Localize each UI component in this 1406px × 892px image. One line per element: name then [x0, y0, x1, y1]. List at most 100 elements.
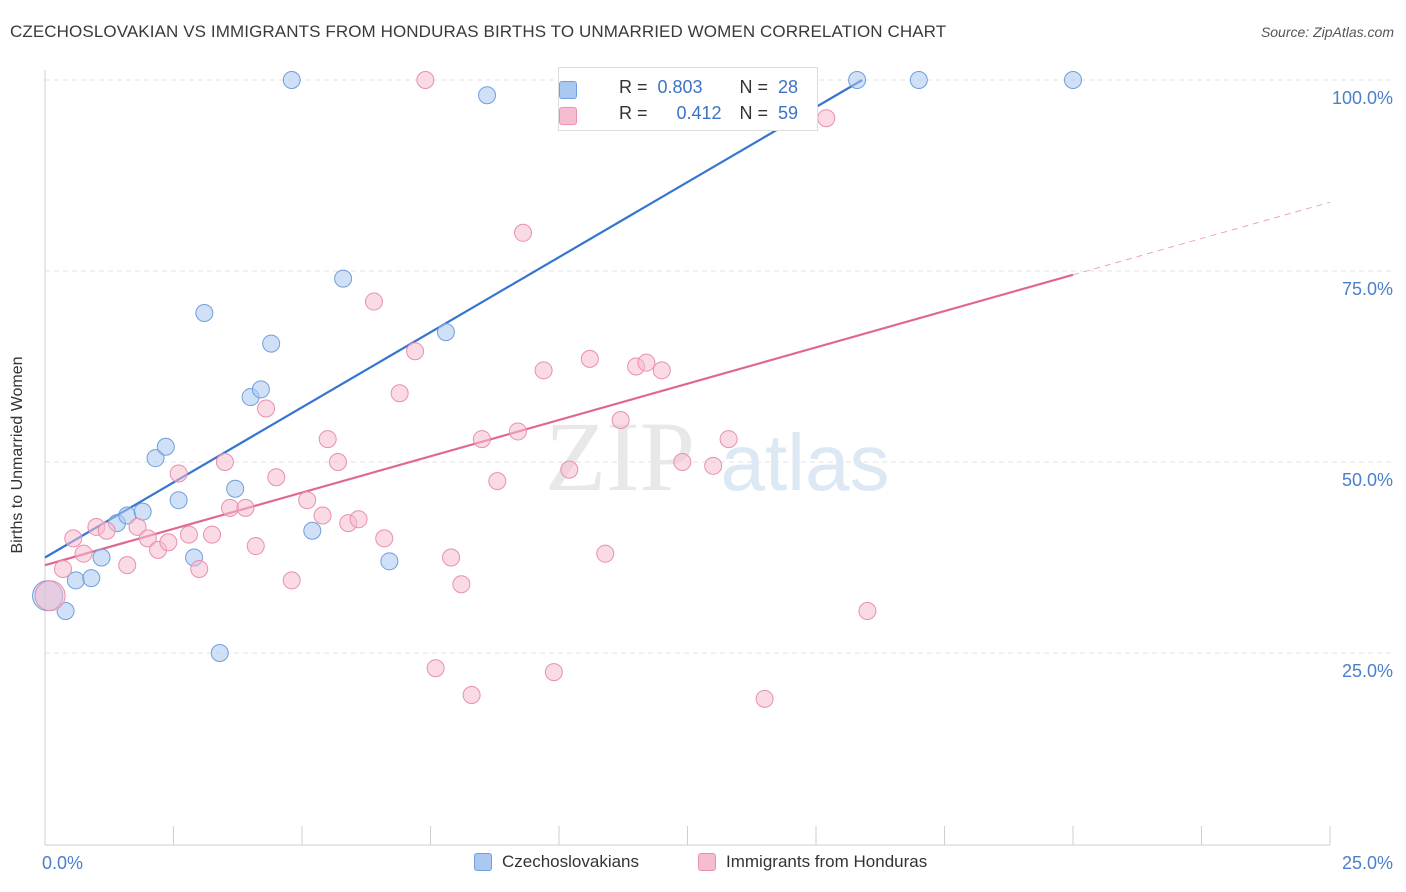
- point-czechoslovakians: [282, 71, 301, 89]
- point-czechoslovakians: [478, 86, 497, 105]
- point-honduras: [534, 361, 553, 380]
- point-honduras: [719, 430, 738, 449]
- stats-row-honduras: R = 0.412 N = 59: [559, 101, 798, 125]
- legend-item-honduras[interactable]: Immigrants from Honduras: [698, 852, 927, 872]
- point-czechoslovakians: [146, 449, 165, 468]
- point-honduras: [203, 525, 222, 544]
- point-czechoslovakians: [303, 521, 322, 540]
- point-czechoslovakians: [226, 479, 245, 498]
- x-tick-label: 25.0%: [1342, 853, 1393, 873]
- point-czechoslovakians: [1064, 71, 1082, 89]
- point-honduras: [375, 529, 394, 548]
- point-honduras: [426, 659, 445, 678]
- point-czechoslovakians: [380, 552, 399, 571]
- point-honduras: [169, 464, 188, 483]
- point-honduras: [179, 525, 198, 544]
- legend-label: Czechoslovakians: [502, 852, 640, 871]
- point-czechoslovakians: [56, 601, 75, 620]
- point-honduras: [97, 521, 116, 540]
- trend-line-honduras: [44, 273, 1074, 567]
- x-tick-label: 0.0%: [42, 853, 83, 873]
- point-honduras: [442, 548, 461, 567]
- point-honduras: [508, 422, 527, 441]
- legend-swatch-blue: [474, 853, 492, 871]
- stats-n-label: N =: [739, 102, 769, 123]
- point-honduras: [637, 353, 656, 372]
- source-note: Source: ZipAtlas.com: [1260, 24, 1394, 40]
- axes: [44, 70, 1331, 846]
- trend-line-honduras-extension: [1072, 201, 1331, 276]
- point-honduras: [328, 453, 347, 471]
- point-honduras: [64, 529, 83, 548]
- point-honduras: [313, 506, 332, 525]
- legend-label: Immigrants from Honduras: [726, 852, 928, 871]
- y-tick-label: 25.0%: [1342, 661, 1393, 681]
- point-honduras: [267, 468, 286, 487]
- point-honduras: [416, 71, 435, 89]
- point-honduras: [128, 517, 147, 536]
- point-czechoslovakians: [92, 548, 111, 567]
- y-tick-label: 50.0%: [1342, 470, 1393, 490]
- point-honduras: [462, 686, 481, 705]
- stats-n-label: N =: [739, 76, 769, 97]
- y-axis-label: Births to Unmarried Women: [9, 356, 26, 554]
- point-czechoslovakians: [210, 644, 229, 662]
- point-honduras: [560, 460, 579, 479]
- stats-n-value: 28: [778, 76, 799, 97]
- point-czechoslovakians: [262, 334, 281, 353]
- stats-r-value: 0.412: [676, 102, 722, 123]
- data-points: [32, 71, 1082, 708]
- point-honduras: [544, 663, 563, 682]
- point-czechoslovakians: [156, 437, 175, 456]
- point-honduras: [390, 384, 409, 403]
- stats-r-label: R =: [619, 102, 648, 123]
- grid-lines: [45, 79, 1395, 654]
- point-honduras: [364, 292, 383, 311]
- point-honduras: [298, 491, 317, 510]
- watermark: ZIP atlas: [545, 401, 889, 512]
- point-honduras: [349, 510, 368, 529]
- point-czechoslovakians: [848, 71, 867, 89]
- point-honduras: [673, 453, 692, 471]
- point-honduras: [221, 498, 240, 517]
- point-czechoslovakians: [436, 323, 455, 342]
- point-honduras: [580, 349, 599, 368]
- point-czechoslovakians: [169, 491, 188, 510]
- stats-row-czechoslovakians: R = 0.803 N = 28: [559, 75, 799, 99]
- point-honduras: [138, 529, 157, 548]
- stats-r-label: R =: [619, 76, 648, 97]
- point-honduras: [611, 410, 630, 429]
- stats-swatch-pink: [559, 107, 577, 125]
- point-czechoslovakians: [82, 569, 101, 588]
- point-honduras: [704, 456, 723, 475]
- tick-labels: 25.0% 50.0% 75.0% 100.0% 0.0% 25.0%: [42, 88, 1393, 873]
- point-czechoslovakians: [909, 71, 928, 89]
- point-czechoslovakians: [133, 502, 152, 521]
- y-tick-label: 100.0%: [1332, 88, 1393, 108]
- point-honduras: [190, 559, 209, 578]
- point-honduras: [53, 559, 72, 578]
- point-honduras: [215, 453, 234, 471]
- point-honduras: [858, 601, 877, 620]
- point-honduras: [236, 498, 255, 517]
- y-tick-label: 75.0%: [1342, 279, 1393, 299]
- point-honduras: [257, 399, 276, 418]
- stats-legend: R = 0.803 N = 28 R = 0.412 N = 59: [558, 67, 818, 131]
- point-honduras: [452, 575, 471, 594]
- series-legend: Czechoslovakians Immigrants from Hondura…: [0, 852, 1406, 878]
- stats-r-value: 0.803: [657, 76, 703, 97]
- stats-swatch-blue: [559, 81, 577, 99]
- point-honduras: [817, 109, 836, 128]
- point-honduras: [74, 544, 93, 563]
- point-honduras: [755, 689, 774, 708]
- point-honduras: [488, 472, 507, 491]
- point-honduras: [159, 533, 178, 552]
- point-honduras: [514, 223, 533, 242]
- point-honduras: [406, 342, 425, 361]
- point-honduras: [318, 430, 337, 449]
- point-honduras: [118, 556, 137, 575]
- point-honduras: [34, 580, 66, 612]
- legend-item-czechoslovakians[interactable]: Czechoslovakians: [474, 852, 639, 872]
- point-honduras: [246, 537, 265, 556]
